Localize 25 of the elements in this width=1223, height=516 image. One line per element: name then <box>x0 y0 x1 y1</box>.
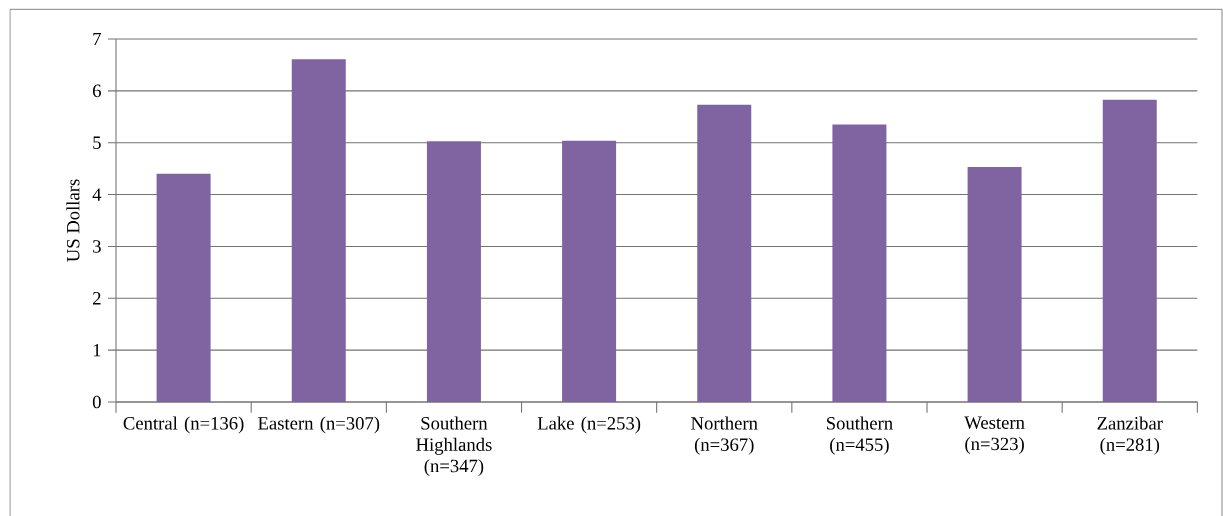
x-tick-label: Lake (n=253) <box>537 416 641 434</box>
x-tick-label: Southern (n=455) <box>826 416 893 455</box>
y-axis-title: US Dollars <box>66 179 80 262</box>
y-tick-label: 3 <box>93 240 101 253</box>
x-tick-label: Central (n=136) <box>123 416 244 434</box>
y-tick-label: 2 <box>93 292 101 305</box>
bar <box>291 59 346 402</box>
bar <box>562 140 617 402</box>
x-tick-label: Zanzibar (n=281) <box>1097 416 1163 455</box>
x-tick-label: Eastern (n=307) <box>258 416 380 434</box>
bar <box>832 124 887 402</box>
bar <box>1102 99 1157 402</box>
x-tick-label: Southern Highlands (n=347) <box>416 416 492 477</box>
y-tick-label: 6 <box>92 84 101 98</box>
y-tick-label: 1 <box>93 343 101 357</box>
y-tick-label: 0 <box>92 395 101 409</box>
bar <box>156 173 211 402</box>
bar <box>967 167 1022 402</box>
y-tick-label: 5 <box>93 136 101 149</box>
y-tick-label: 7 <box>93 32 101 46</box>
x-tick-label: Northern (n=367) <box>691 416 758 455</box>
bar <box>426 141 481 402</box>
y-tick-label: 4 <box>92 188 102 201</box>
x-tick-label: Western (n=323) <box>964 416 1025 454</box>
bar <box>697 104 752 402</box>
